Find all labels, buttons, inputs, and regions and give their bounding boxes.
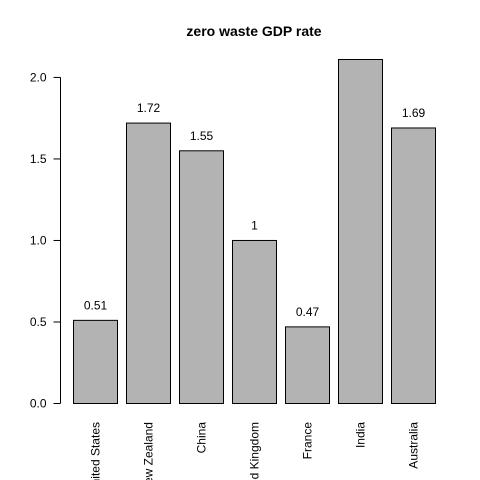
category-label: France xyxy=(301,422,315,460)
category-label: United Kingdom xyxy=(248,422,262,480)
y-tick-label: 1.5 xyxy=(30,152,47,166)
data-label: 1.72 xyxy=(137,101,161,115)
bar xyxy=(73,319,118,405)
y-tick-label: 0.0 xyxy=(30,397,47,411)
bar xyxy=(338,59,383,404)
data-label: 0.47 xyxy=(296,305,320,319)
bar xyxy=(232,239,277,404)
category-label: United States xyxy=(89,422,103,480)
bar xyxy=(285,326,330,405)
y-tick-label: 2.0 xyxy=(30,70,47,84)
data-label: 0.51 xyxy=(84,298,108,312)
data-labels-group: 0.51 1.72 1.55 1 0.47 1.69 xyxy=(84,101,426,319)
y-axis: 0.0 0.5 1.0 1.5 2.0 xyxy=(30,70,61,411)
y-tick-label: 1.0 xyxy=(30,233,47,247)
category-label: China xyxy=(195,422,209,454)
data-label: 1 xyxy=(251,218,258,232)
category-label: New Zealand xyxy=(142,422,156,480)
bars-group xyxy=(73,59,436,405)
chart-title: zero waste GDP rate xyxy=(186,23,321,39)
category-label: India xyxy=(354,422,368,448)
y-tick-label: 0.5 xyxy=(30,315,47,329)
bar xyxy=(391,127,436,404)
data-label: 1.69 xyxy=(402,106,426,120)
category-label: Australia xyxy=(407,422,421,469)
bar xyxy=(126,122,171,404)
category-labels-group: United States New Zealand China United King… xyxy=(89,422,421,480)
data-label: 1.55 xyxy=(190,129,214,143)
bar xyxy=(179,150,224,404)
